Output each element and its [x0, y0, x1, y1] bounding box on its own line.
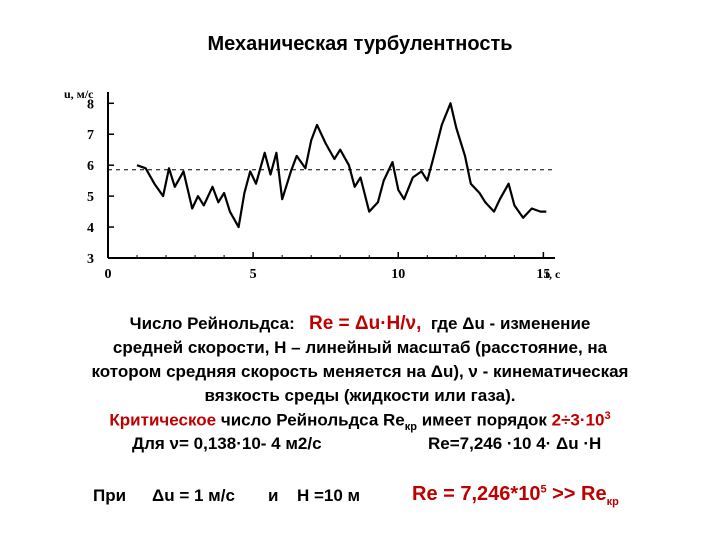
- y-tick-label: 5: [87, 190, 94, 205]
- critical-word: Критическое: [109, 410, 217, 430]
- example-result-sub: кр: [606, 496, 619, 508]
- page-title: Механическая турбулентность: [207, 33, 513, 55]
- x-axis-label: t, с: [545, 267, 561, 281]
- reynolds-formula: Re = Δu·H/ν,: [308, 313, 422, 334]
- viscosity-value: Для ν= 0,138·10- 4 м2/с: [132, 434, 322, 453]
- x-tick-label: 5: [250, 267, 257, 282]
- example-result: Re = 7,246*105 >> Reкр: [412, 483, 619, 508]
- example-result-tail: >> Re: [552, 483, 607, 505]
- critical-post: имеет порядок: [421, 410, 547, 430]
- example-result-exponent: 5: [540, 483, 547, 496]
- example-h: H =10 м: [297, 486, 361, 505]
- example-and: и: [268, 486, 279, 505]
- y-tick-label: 3: [87, 252, 94, 267]
- reynolds-label: Число Рейнольдса:: [129, 314, 295, 333]
- text-line-4: вязкость среды (жидкости или газа).: [204, 386, 516, 405]
- critical-value: 2÷3·10: [551, 410, 605, 430]
- critical-mid: число Рейнольдса Re: [220, 410, 405, 430]
- y-axis-label: u, м/с: [64, 87, 94, 101]
- reynolds-definition-line: Число Рейнольдса: Re = Δu·H/ν, где Δu - …: [0, 313, 720, 335]
- y-tick-label: 4: [87, 221, 94, 236]
- text-line-3: котором средняя скорость меняется на Δu)…: [91, 362, 629, 381]
- example-du: Δu = 1 м/с: [152, 486, 235, 505]
- turbulence-chart: 3 4 5 6 7 8 0 5 10 15 u, м/с t, с: [64, 87, 561, 282]
- x-tick-label: 15: [536, 267, 550, 282]
- x-tick-label: 10: [391, 267, 405, 282]
- x-tick-label: 0: [105, 267, 112, 282]
- y-tick-label: 6: [87, 159, 94, 174]
- critical-reynolds-line: Критическое число Рейнольдса Reкр имеет …: [0, 410, 720, 433]
- example-pre: При: [93, 486, 127, 505]
- y-tick-label: 8: [87, 97, 94, 112]
- text-line-2: средней скорости, H – линейный масштаб (…: [112, 338, 608, 357]
- example-result-value: Re = 7,246*10: [412, 483, 541, 505]
- critical-sub: кр: [404, 421, 417, 434]
- reynolds-expression: Re=7,246 ·10 4· Δu ·H: [428, 434, 602, 453]
- velocity-series-line: [136, 102, 547, 229]
- reynolds-where: где Δu - изменение: [430, 314, 591, 333]
- y-tick-label: 7: [87, 128, 94, 143]
- critical-exponent: 3: [604, 410, 611, 422]
